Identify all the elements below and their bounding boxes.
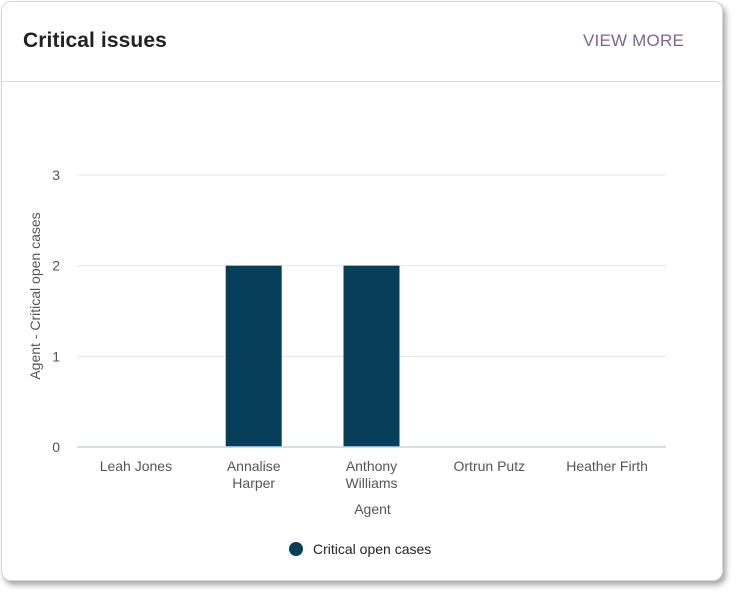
card-title: Critical issues (23, 29, 167, 52)
x-tick-label: Ortrun Putz (454, 458, 526, 474)
x-tick-label: Heather Firth (566, 458, 648, 474)
x-tick-label: Anthony Williams (345, 458, 397, 491)
critical-issues-card: Critical issues VIEW MORE 0 1 2 3 Leah Jone… (1, 1, 723, 581)
x-axis-title: Agent (354, 501, 391, 517)
y-axis-title: Agent - Critical open cases (27, 212, 43, 379)
view-more-link[interactable]: VIEW MORE (583, 31, 684, 50)
card-header: Critical issues VIEW MORE (2, 2, 722, 82)
y-tick-label: 3 (52, 167, 60, 183)
y-tick-label: 0 (52, 439, 60, 455)
legend-marker-icon (289, 542, 303, 556)
bar[interactable] (343, 265, 400, 447)
legend[interactable]: Critical open cases (289, 541, 431, 557)
y-tick-label: 2 (52, 258, 60, 274)
x-tick-label: Leah Jones (100, 458, 172, 474)
bar-chart: 0 1 2 3 Leah Jones Annalise Harper Anthony Will… (27, 167, 666, 557)
x-tick-label: Annalise Harper (227, 458, 281, 491)
legend-label: Critical open cases (313, 541, 431, 557)
y-tick-label: 1 (52, 348, 60, 364)
bar[interactable] (225, 265, 282, 447)
y-tick-labels: 0 1 2 3 (52, 167, 60, 455)
x-tick-labels: Leah Jones Annalise Harper Anthony Williams O… (100, 458, 648, 491)
bars (225, 265, 400, 447)
